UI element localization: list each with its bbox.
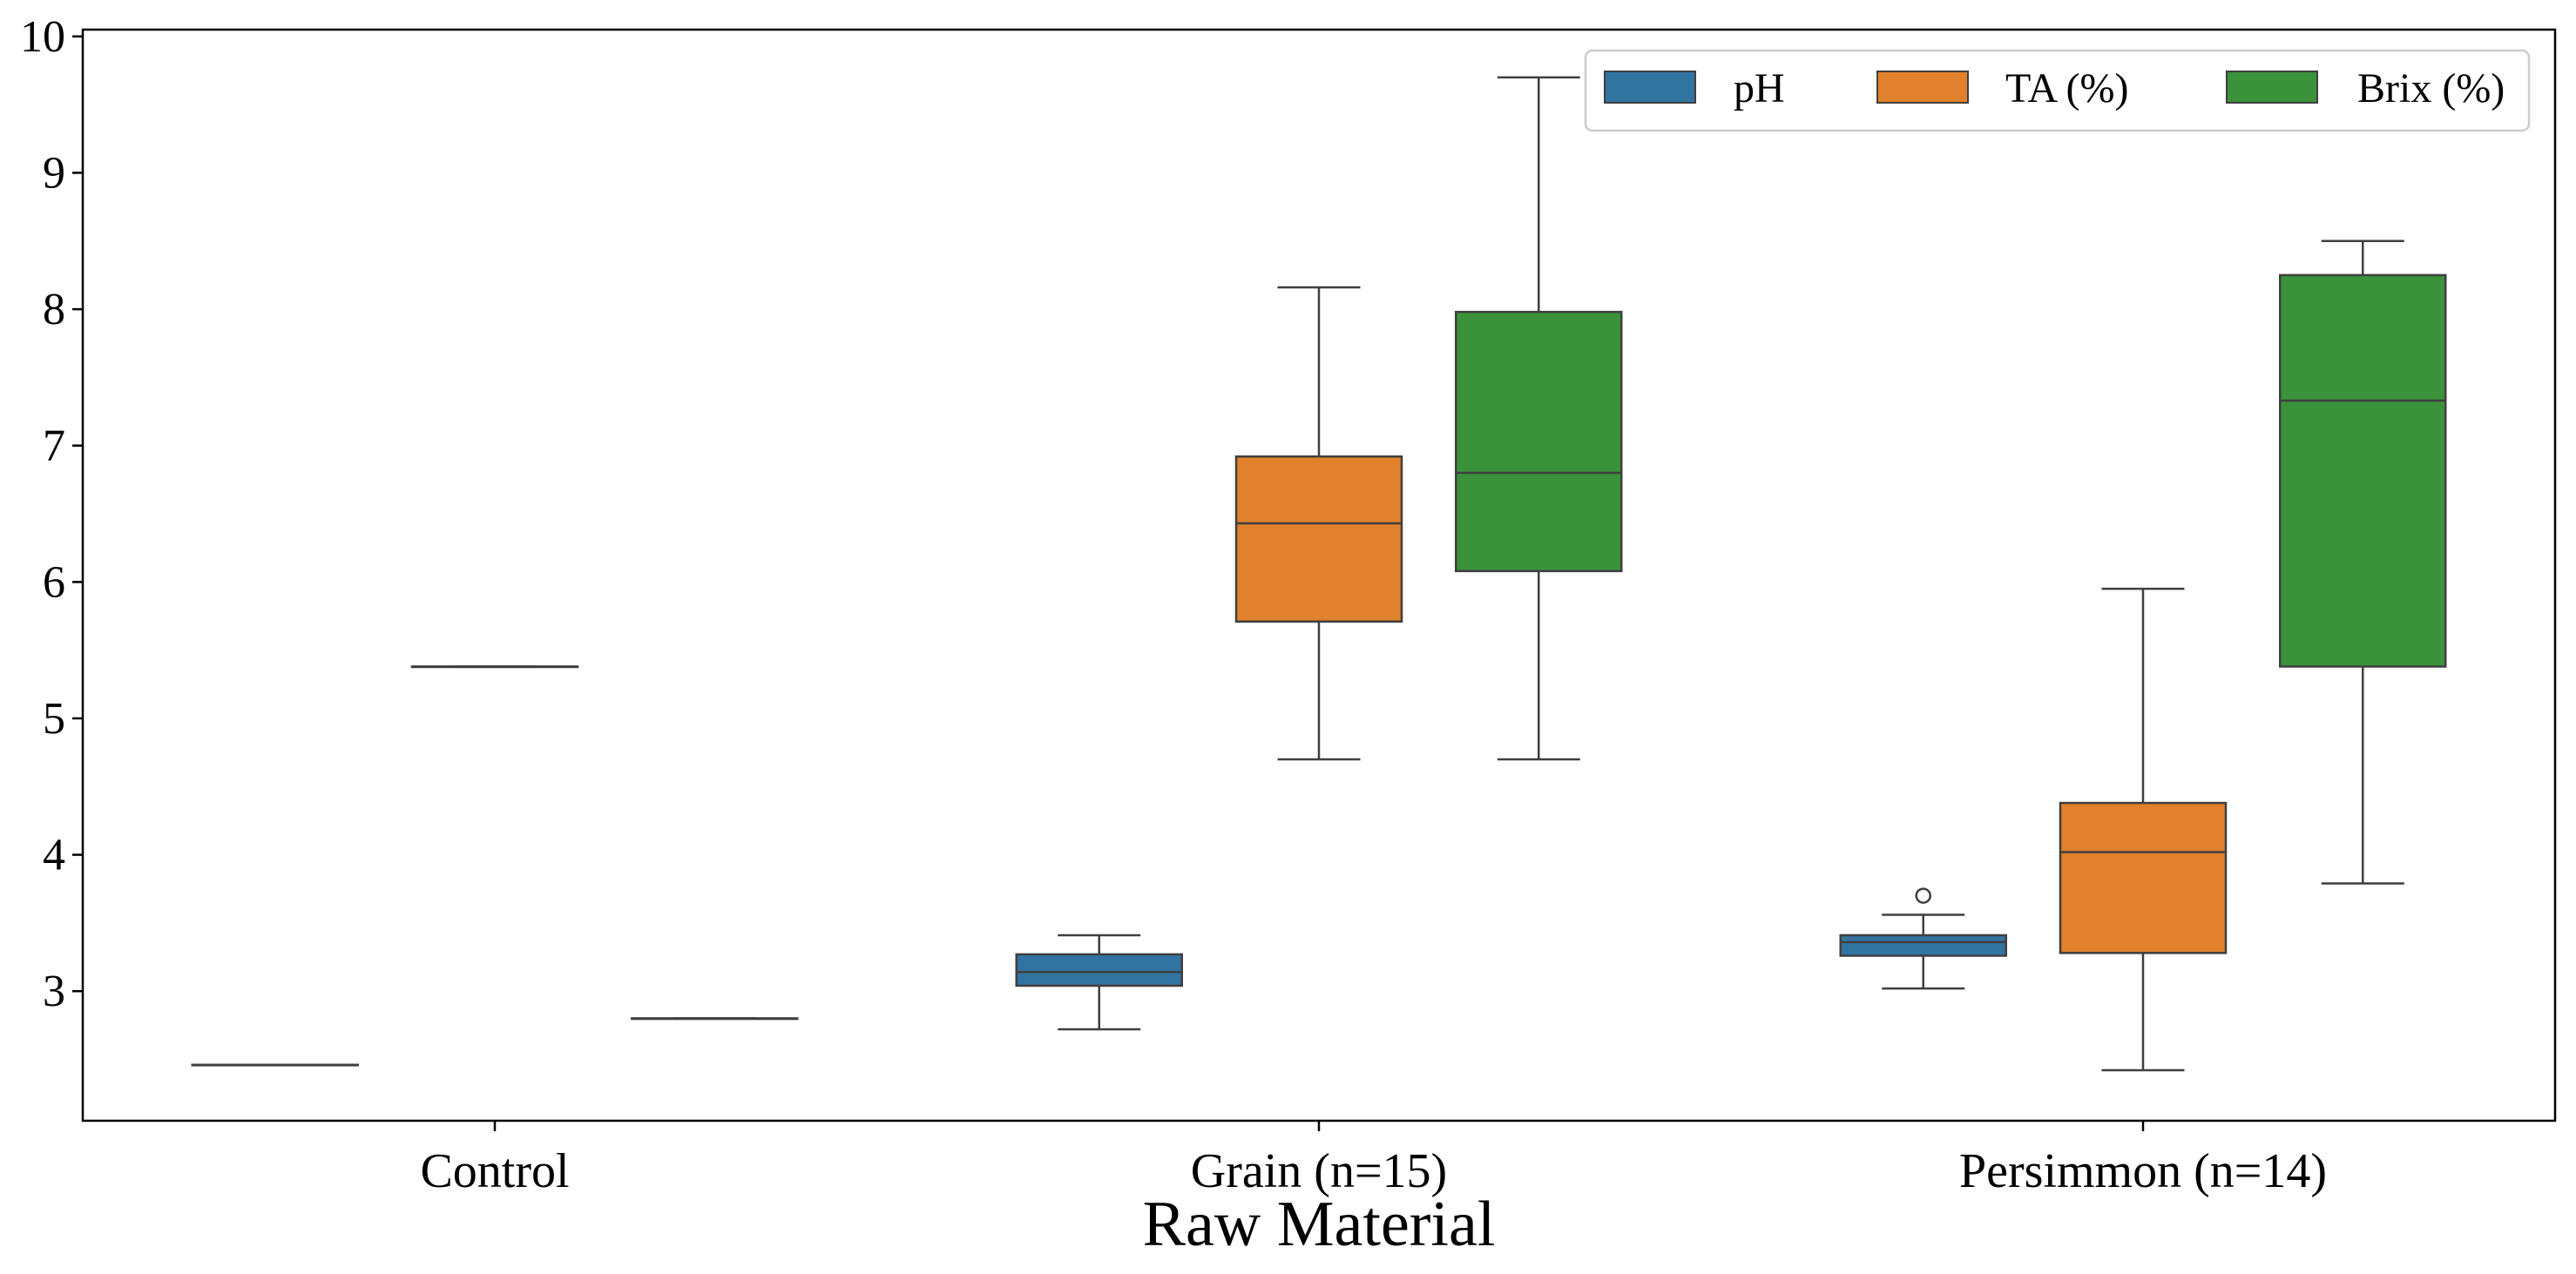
y-axis: 3 4 5 6 7 8 9 10	[20, 12, 83, 1016]
box-ta-1	[1234, 286, 1403, 761]
legend-swatch	[2226, 71, 2318, 104]
box-iqr	[1015, 953, 1183, 988]
y-tick-label: 5	[43, 694, 65, 744]
box-brix-0	[631, 1017, 799, 1021]
y-tick-label: 10	[20, 12, 65, 62]
box-brix-2	[2279, 239, 2447, 885]
y-tick-label: 6	[43, 557, 65, 607]
x-tick-label: Persimmon (n=14)	[1959, 1144, 2327, 1198]
outlier-point	[1915, 887, 1931, 904]
box-brix-1	[1455, 76, 1623, 761]
box-iqr	[1234, 455, 1403, 624]
x-tick-label: Control	[420, 1144, 569, 1198]
box-ta-2	[2059, 587, 2228, 1072]
legend-label: pH	[1734, 65, 1785, 111]
y-tick-label: 3	[43, 967, 65, 1016]
legend-swatch	[1604, 71, 1696, 104]
box-ph-1	[1015, 934, 1183, 1031]
box-marks	[191, 76, 2447, 1072]
x-tick-label: Grain (n=15)	[1191, 1144, 1447, 1198]
legend: pH TA (%) Brix (%)	[1584, 49, 2531, 132]
legend-swatch	[1876, 71, 1969, 104]
y-tick-label: 4	[43, 831, 65, 880]
y-tick-label: 8	[43, 285, 65, 334]
x-axis-title: Raw Material	[1143, 1189, 1496, 1260]
box-iqr	[1455, 310, 1623, 573]
box-ph-2	[1839, 887, 2007, 990]
y-tick-label: 7	[43, 421, 65, 471]
y-tick-label: 9	[43, 148, 65, 198]
box-iqr	[2279, 273, 2447, 668]
box-ta-0	[410, 665, 579, 669]
legend-label: TA (%)	[2005, 65, 2128, 111]
box-iqr	[1839, 934, 2007, 957]
box-iqr	[2059, 801, 2228, 954]
box-ph-0	[191, 1063, 359, 1067]
x-axis: Control Grain (n=15) Persimmon (n=14)	[420, 1121, 2327, 1198]
legend-label: Brix (%)	[2357, 65, 2505, 111]
